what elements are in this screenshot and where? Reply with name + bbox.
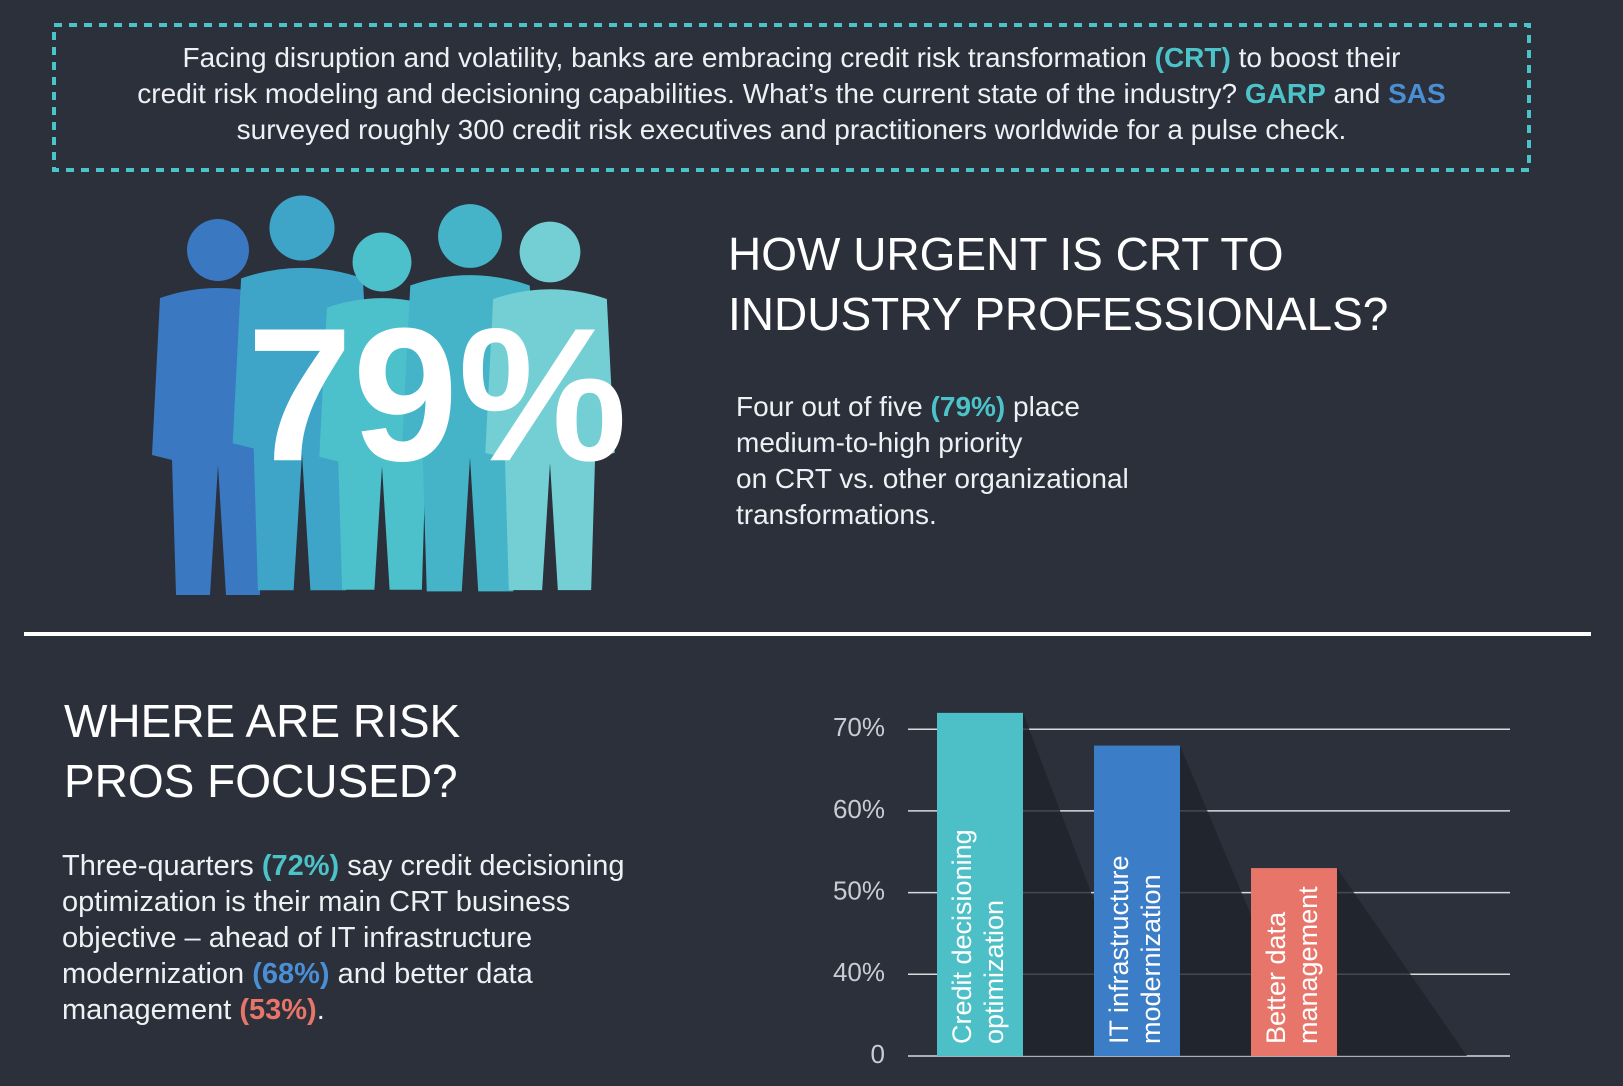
text-line: medium-to-high priority [736,425,1129,461]
bar-label: optimization [979,900,1009,1044]
text-run: place [1005,391,1080,422]
intro-frame [52,23,1531,172]
text-run: transformations. [736,499,937,530]
text-line: on CRT vs. other organizational [736,461,1129,497]
text-run: . [316,994,325,1026]
text-line: modernization (68%) and better data [62,956,625,992]
focus-heading: WHERE ARE RISK PROS FOCUSED? [64,691,460,811]
bar [1251,868,1337,1056]
highlight: SAS [1388,78,1446,109]
y-tick-label: 0 [871,1039,885,1069]
bar [1094,745,1180,1056]
highlight: (68%) [252,958,330,990]
bar-chart: 0 40% 50% 60% 70% Credit decisioning optimizat… [833,712,1510,1069]
heading-line: PROS FOCUSED? [64,755,458,807]
bar-label: Better data [1261,911,1291,1044]
highlight: (72%) [261,850,340,882]
text-line: management (53%). [62,992,625,1028]
heading-line: WHERE ARE RISK [64,695,461,747]
text-run: on CRT vs. other organizational [736,463,1129,494]
text-line: Three-quarters (72%) say credit decision… [62,848,625,884]
bar-label: management [1293,886,1323,1044]
bar-label: IT infrastructure [1104,855,1134,1044]
bar-label: Credit decisioning [947,829,977,1044]
text-run: medium-to-high priority [736,427,1023,458]
highlight: (79%) [930,391,1006,422]
y-tick-label: 50% [833,875,885,905]
focus-text: Three-quarters (72%) say credit decision… [62,848,625,1028]
text-run: objective – ahead of IT infrastructure [62,922,533,954]
text-line: objective – ahead of IT infrastructure [62,920,625,956]
highlight: GARP [1244,78,1326,109]
text-run: say credit decisioning [339,850,625,882]
text-run: and better data [329,958,533,990]
text-run: and [1325,78,1389,109]
text-run: optimization is their main CRT business [62,886,571,918]
text-run: management [62,994,240,1026]
bar-shadow [1337,868,1467,1056]
text-line: Four out of five (79%) place [736,389,1129,425]
text-line: Facing disruption and volatility, banks … [54,40,1529,76]
text-run: Four out of five [736,391,931,422]
bar [937,712,1023,1056]
highlight: (CRT) [1154,42,1231,73]
y-tick-label: 40% [833,957,885,987]
bar-label: modernization [1136,874,1166,1044]
text-run: to boost their [1230,42,1401,73]
highlight: (53%) [239,994,317,1026]
intro-text: Facing disruption and volatility, banks … [54,40,1529,148]
text-line: credit risk modeling and decisioning cap… [54,76,1529,112]
heading-line: INDUSTRY PROFESSIONALS? [728,288,1389,340]
urgency-heading: HOW URGENT IS CRT TO INDUSTRY PROFESSIONA… [728,224,1388,344]
text-line: optimization is their main CRT business [62,884,625,920]
text-run: Facing disruption and volatility, banks … [182,42,1155,73]
text-line: surveyed roughly 300 credit risk executi… [54,112,1529,148]
y-tick-label: 70% [833,712,885,742]
text-line: transformations. [736,497,1129,533]
urgency-text: Four out of five (79%) place medium-to-hi… [736,389,1129,533]
text-run: surveyed roughly 300 credit risk executi… [236,114,1347,145]
text-run: Three-quarters [62,850,262,882]
text-run: credit risk modeling and decisioning cap… [137,78,1245,109]
heading-line: HOW URGENT IS CRT TO [728,228,1284,280]
bar-shadow [1023,712,1153,1056]
text-run: modernization [62,958,253,990]
y-tick-label: 60% [833,794,885,824]
big-number: 79% [247,289,627,501]
